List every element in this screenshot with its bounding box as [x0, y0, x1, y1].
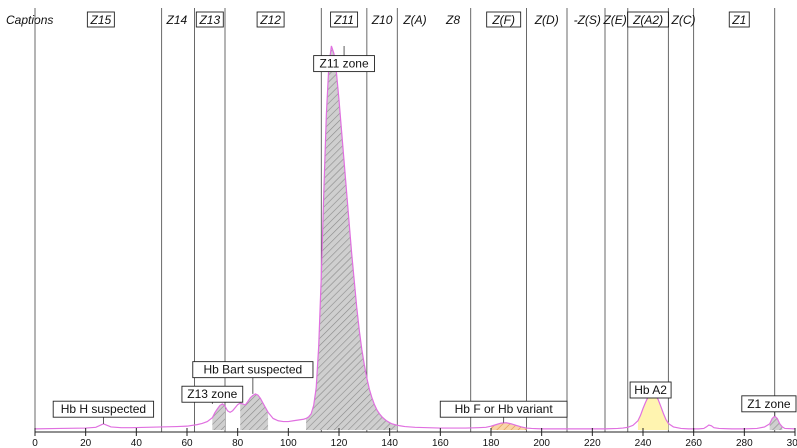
annotation-box — [313, 55, 375, 73]
annotation-box — [629, 381, 672, 399]
x-tick-label: 100 — [280, 438, 297, 448]
x-tick-label: 280 — [736, 438, 753, 448]
zone-label-box — [256, 11, 285, 28]
x-tick-label: 260 — [685, 438, 702, 448]
zone-label: Z15 — [90, 13, 112, 27]
annotation-label: Hb F or Hb variant — [455, 402, 554, 416]
zone-label: Z1 — [731, 13, 746, 27]
zone-label: Z(A) — [402, 13, 426, 27]
x-tick-label: 220 — [584, 438, 601, 448]
zone-label: Z11 — [333, 13, 354, 27]
x-tick-label: 160 — [432, 438, 449, 448]
annotation-box — [52, 400, 155, 418]
zone-label: Z8 — [445, 13, 460, 27]
annotations: Z11 zone Hb Bart suspected Z13 zone Hb H su… — [52, 46, 797, 424]
electrophoresis-curve — [34, 45, 796, 430]
zone-label-box — [195, 11, 224, 28]
zone-label-box — [486, 11, 522, 28]
captions-title: Captions — [6, 13, 53, 27]
zone-label-box — [330, 11, 359, 28]
zone-label: Z12 — [259, 13, 281, 27]
annotation-box — [181, 385, 244, 403]
peak-fill — [212, 403, 225, 430]
annotation-label: Hb A2 — [634, 383, 667, 397]
annotation-box — [741, 395, 797, 413]
x-tick-label: 80 — [232, 438, 244, 448]
x-tick-label: 40 — [131, 438, 143, 448]
x-tick-label: 140 — [381, 438, 398, 448]
x-tick-label: 200 — [533, 438, 550, 448]
annotation-box — [439, 400, 568, 418]
zone-label: -Z(S) — [574, 13, 601, 27]
annotation-label: Z13 zone — [187, 387, 237, 401]
annotation-label: Hb H suspected — [61, 402, 146, 416]
zone-label: Z(C) — [671, 13, 696, 27]
zone-label: Z(A2) — [632, 13, 663, 27]
annotation-box — [192, 361, 314, 379]
x-tick-label: 300 — [787, 438, 797, 448]
zone-label-box — [728, 11, 750, 28]
peak-fill — [306, 46, 398, 430]
zone-labels: Z15 Z14 Z13 Z12 Z11 Z10 Z(A) Z8 Z(F) Z(D) -Z(S) Z(E… — [86, 11, 750, 28]
x-tick-label: 120 — [331, 438, 348, 448]
x-axis: 0 20 40 60 80 100 120 140 160 180 200 220 240 260 280 3… — [32, 428, 797, 448]
zone-label: Z(D) — [534, 13, 559, 27]
x-tick-label: 180 — [483, 438, 500, 448]
peak-fill — [769, 416, 783, 430]
x-tick-label: 60 — [181, 438, 193, 448]
x-tick-label: 0 — [32, 438, 38, 448]
zone-boundary-lines — [34, 8, 776, 432]
curve-layer — [34, 45, 796, 430]
x-tick-label: 240 — [635, 438, 652, 448]
annotation-label: Hb Bart suspected — [204, 363, 303, 377]
annotation-label: Z1 zone — [747, 397, 791, 411]
zone-label: Z13 — [198, 13, 220, 27]
zone-label: Z(F) — [491, 13, 515, 27]
zone-label-box — [627, 11, 670, 28]
x-tick-label: 20 — [80, 438, 92, 448]
peak-fill — [491, 422, 527, 430]
zone-label: Z10 — [371, 13, 393, 27]
zone-label-box — [86, 11, 115, 28]
zone-label: Z14 — [166, 13, 188, 27]
zone-label: Z(E) — [602, 13, 626, 27]
annotation-label: Z11 zone — [319, 57, 368, 71]
